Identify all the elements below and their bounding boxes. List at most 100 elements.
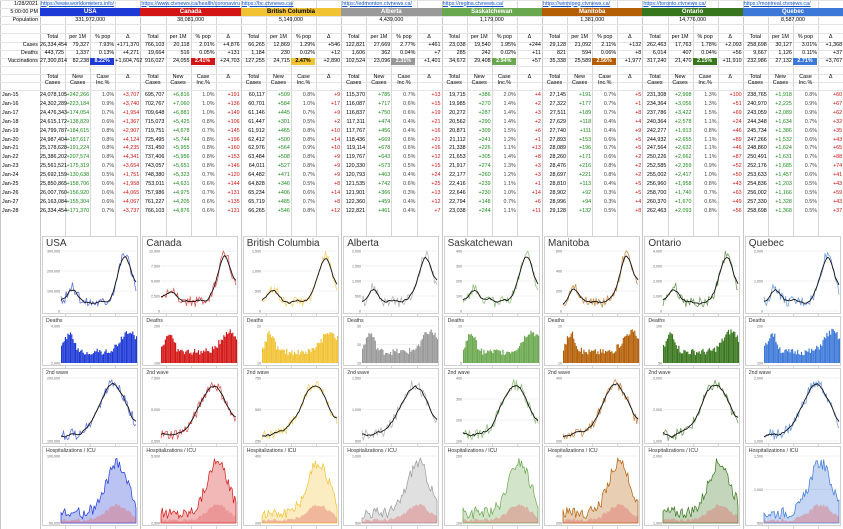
daily-cell: 0.6%	[804, 127, 817, 134]
daily-cell: +2,655	[674, 136, 692, 143]
time-cell: 5:00:00 PM	[10, 9, 38, 15]
cases-value: 1.95%	[500, 42, 516, 48]
daily-cell: 0.7%	[603, 109, 617, 116]
deaths-bar	[205, 348, 208, 363]
daily-cell: 709,648	[144, 109, 165, 116]
daily-cell: 766,103	[144, 207, 165, 214]
daily-cell: +244	[478, 207, 491, 214]
daily-cell: 250,491	[747, 154, 767, 161]
deaths-bar	[822, 340, 824, 363]
vacc-value: +57	[531, 58, 541, 64]
daily-cell: 66,265	[248, 207, 265, 214]
daily-cell: +14	[330, 189, 341, 196]
deaths-bar	[181, 349, 183, 363]
deaths-bar	[570, 333, 572, 363]
daily-cell: 65,719	[248, 198, 265, 205]
deaths-bar	[91, 354, 93, 363]
deaths-bar	[330, 332, 332, 363]
deaths-bar	[437, 339, 439, 363]
daily-cell: +43	[732, 181, 742, 187]
deaths-bar	[804, 350, 806, 363]
deaths-bar	[522, 341, 524, 363]
daily-cell: +2,359	[674, 163, 692, 170]
deaths-bar	[828, 330, 830, 363]
deaths-bar	[128, 333, 130, 363]
vacc-value: 82,238	[72, 58, 90, 64]
deaths-bar	[114, 344, 116, 363]
daily-cell: 0.8%	[302, 207, 315, 214]
deaths-value: 19,664	[147, 50, 165, 56]
deaths-bar	[812, 350, 814, 363]
cases-value: 27,669	[373, 42, 391, 48]
daily-cell: 0.7%	[804, 163, 817, 170]
vacc-value: 29,408	[474, 58, 491, 64]
deaths-bar	[524, 337, 527, 363]
grid-line	[0, 24, 843, 25]
table-header: New Cases	[371, 74, 387, 86]
region-source-link[interactable]: https://toronto.ctvnews.ca/	[643, 0, 707, 7]
deaths-value: 0.02%	[500, 50, 516, 56]
deaths-bar	[463, 347, 466, 363]
daily-cell: +43	[832, 136, 843, 143]
hosp-chart: 400 200 Hospitalizations / ICU	[242, 446, 339, 526]
rolling-average-line	[462, 385, 538, 437]
region-source-link[interactable]: https://winnipeg.ctvnews.ca/	[543, 0, 611, 7]
deaths-bar	[515, 349, 518, 363]
daily-cell: 27,893	[549, 136, 567, 143]
deaths-bar	[316, 343, 318, 363]
stat-header: Total	[247, 34, 260, 40]
region-source-link[interactable]: https://regina.ctvnews.ca/	[442, 0, 504, 7]
region-source-link[interactable]: https://www.worldometers.info/	[41, 0, 115, 7]
daily-cell: 1.1%	[704, 154, 717, 161]
daily-cell: +153	[227, 154, 240, 161]
daily-cell: +366	[378, 189, 391, 196]
daily-cell: 753,011	[145, 181, 165, 187]
region-source-link[interactable]: https://montreal.ctvnews.ca/	[743, 0, 811, 7]
y-tick-label: 400	[456, 250, 462, 254]
deaths-bar	[232, 332, 234, 363]
wave-chart-title: 2nd wave	[748, 370, 772, 376]
daily-cell: 231,308	[646, 92, 667, 98]
daily-cell: 61,447	[248, 118, 265, 125]
deaths-bar	[626, 334, 628, 363]
y-tick-label: 50	[658, 362, 662, 366]
y-tick-label: 5,000	[151, 280, 160, 284]
daily-cell: 24,476,343	[40, 109, 67, 116]
daily-cell: +2,578	[674, 118, 692, 125]
wave-chart: 3,000 2,000 1,000 2nd wave	[644, 368, 741, 444]
daily-cell: 0.7%	[804, 145, 817, 152]
deaths-value: 1,606	[351, 50, 366, 56]
daily-cell: +584	[277, 100, 290, 107]
grid-line	[0, 42, 843, 43]
deaths-bar	[301, 350, 303, 363]
stat-header: Δ	[427, 34, 431, 40]
daily-cell: 0.4%	[403, 118, 416, 125]
region-source-link[interactable]: https://www.ctvnews.ca/health/coronaviru…	[141, 0, 240, 7]
y-tick-label: 200	[556, 522, 562, 526]
daily-cell: 0.7%	[503, 198, 516, 205]
daily-cell: 702,767	[144, 100, 165, 107]
daily-cell: +171	[578, 154, 592, 161]
region-source-link[interactable]: https://bc.ctvnews.ca/	[241, 0, 294, 7]
deaths-bar	[519, 342, 521, 363]
deaths-chart-title: Deaths	[548, 318, 565, 324]
daily-cell: +1,328	[775, 198, 792, 205]
daily-cell: +4	[635, 118, 642, 125]
deaths-value: 0.11%	[802, 50, 817, 56]
hosp-chart-title: Hospitalizations / ICU	[46, 448, 96, 454]
deaths-bar	[299, 352, 302, 363]
daily-cell: 250,226	[646, 154, 667, 161]
daily-cell: +4,205	[172, 198, 190, 205]
deaths-bar	[526, 336, 528, 363]
deaths-bar	[701, 350, 703, 363]
daily-cell: +135	[227, 198, 240, 205]
region-source-link[interactable]: https://edmonton.ctvnews.ca/	[342, 0, 413, 7]
y-tick-label: 250	[255, 440, 261, 444]
vacc-value: 317,240	[646, 58, 667, 64]
daily-cell: 25,692,159	[40, 172, 67, 179]
cases-value: 7.93%	[98, 42, 115, 48]
deaths-bar	[285, 348, 288, 363]
vacc-value: 102,524	[345, 58, 366, 64]
table-header: New Cases	[170, 74, 186, 86]
